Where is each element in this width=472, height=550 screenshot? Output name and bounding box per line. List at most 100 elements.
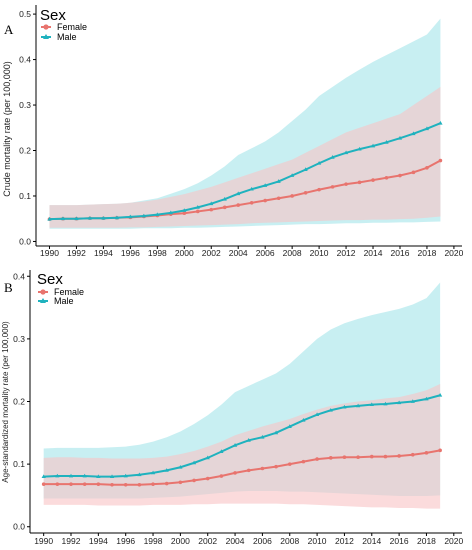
point-male-2012-a (343, 150, 349, 155)
x-tick-label-1994-a: 1994 (94, 248, 113, 258)
panel-b-bands (43, 282, 441, 509)
point-male-2012-b (342, 404, 347, 409)
point-male-2008-b (287, 424, 292, 428)
point-male-1999-a (168, 210, 173, 215)
legend-title-a: Sex (40, 7, 66, 24)
point-male-2002-a (209, 201, 214, 206)
panel-b-legend: Sex Female Male (37, 271, 84, 306)
point-male-2005-a (249, 186, 254, 191)
x-tick-label-2014-a: 2014 (364, 248, 383, 258)
point-female-2006-a (263, 198, 267, 203)
point-female-2015-b (383, 454, 388, 459)
point-male-2008-a (290, 173, 295, 177)
point-female-2000-b (178, 480, 183, 485)
point-female-2006-b (260, 466, 265, 471)
x-tick-label-2010-b: 2010 (308, 536, 327, 546)
point-male-1992-a (74, 216, 79, 221)
x-tick-label-2000-a: 2000 (175, 248, 194, 258)
point-female-2001-b (192, 478, 196, 483)
point-female-2019-b (438, 448, 442, 453)
point-female-1994-b (96, 482, 101, 486)
point-male-1996-b (123, 473, 128, 478)
point-male-1998-a (155, 212, 160, 217)
point-male-2017-a (411, 131, 416, 136)
point-male-2013-a (357, 146, 362, 151)
point-male-2015-a (384, 140, 389, 144)
x-tick-label-2004-a: 2004 (229, 248, 248, 258)
y-tick-label-5-a: 0.5 (19, 9, 31, 19)
x-tick-label-2018-b: 2018 (417, 536, 436, 546)
point-female-2013-a (357, 180, 362, 185)
legend-label-female-b: Female (54, 287, 84, 297)
point-male-2001-b (191, 460, 197, 465)
point-female-2017-a (411, 170, 416, 175)
point-male-2004-a (236, 191, 241, 196)
point-female-2003-a (222, 205, 227, 210)
panel-b-lines (41, 392, 443, 487)
legend-entry-female-b: Female (38, 287, 84, 297)
point-male-1991-a (60, 216, 66, 221)
point-female-1993-b (82, 482, 87, 486)
point-male-2014-a (370, 143, 376, 148)
x-tick-label-2012-a: 2012 (337, 248, 356, 258)
point-male-1996-a (128, 214, 133, 219)
point-female-2013-b (356, 455, 360, 460)
legend-label-female-a: Female (57, 22, 87, 32)
legend-entry-male-a: Male (41, 32, 77, 42)
x-tick-label-1998-b: 1998 (144, 536, 163, 546)
point-female-2011-b (328, 456, 333, 460)
point-female-1991-b (55, 482, 60, 486)
point-male-2009-a (303, 167, 308, 172)
panel-a-ticks: 1990 1992 1994 1996 1998 2000 2002 2004 2006 2008… (19, 9, 463, 258)
point-female-1990-b (41, 482, 46, 486)
y-tick-label-1-b: 0.1 (13, 459, 25, 469)
point-male-2005-b (246, 438, 251, 442)
point-male-1994-a (101, 215, 106, 220)
point-male-1999-b (164, 468, 169, 472)
point-male-1992-b (68, 473, 74, 478)
point-female-2005-b (246, 468, 251, 473)
legend-marker-male-a (43, 34, 49, 39)
point-female-2002-a (209, 207, 214, 212)
point-female-1995-b (110, 482, 114, 487)
x-tick-label-2008-a: 2008 (283, 248, 302, 258)
point-female-1992-b (69, 482, 73, 486)
point-female-2012-a (344, 182, 348, 186)
point-male-2011-b (328, 407, 333, 412)
y-tick-label-3-b: 0.3 (13, 334, 25, 344)
x-tick-label-2020-a: 2020 (444, 248, 463, 258)
point-female-2000-a (182, 211, 187, 216)
panel-a-y-axis-label: Crude mortality rate (per 100,000) (2, 61, 12, 197)
x-tick-label-2010-a: 2010 (310, 248, 329, 258)
point-female-2008-b (287, 462, 292, 466)
panel-b-y-axis-label: Age-standardized mortality rate (per 100… (1, 321, 10, 483)
point-male-2006-b (260, 434, 265, 439)
panel-a: A 1990 1992 1994 1996 1998 2000 2002 2004 2006 20… (2, 5, 464, 258)
point-female-2002-b (205, 476, 210, 481)
line-male-a (49, 122, 441, 221)
point-female-2010-b (315, 457, 319, 461)
legend-entry-male-b: Male (38, 296, 74, 306)
point-male-2013-b (356, 403, 361, 408)
y-tick-label-1-a: 0.1 (19, 191, 31, 201)
x-tick-label-2020-b: 2020 (444, 536, 463, 546)
point-male-2019-a (438, 120, 443, 125)
point-female-2004-b (233, 471, 237, 475)
point-female-2009-b (301, 459, 306, 464)
point-male-1993-a (87, 215, 93, 220)
point-female-2018-b (424, 451, 429, 455)
point-male-2009-b (301, 417, 306, 422)
point-male-2015-b (383, 401, 388, 406)
y-tick-label-3-a: 0.3 (19, 100, 31, 110)
x-tick-label-1996-a: 1996 (121, 248, 140, 258)
panel-a-bands (49, 18, 441, 229)
x-tick-label-2014-b: 2014 (362, 536, 381, 546)
point-female-2005-a (249, 201, 254, 205)
y-tick-label-0-a: 0.0 (19, 236, 31, 246)
point-male-2016-a (397, 135, 403, 140)
panel-a-lines (47, 120, 443, 221)
point-male-2017-b (410, 399, 415, 403)
panel-letter-b: B (4, 280, 13, 295)
point-male-2001-a (195, 205, 200, 209)
